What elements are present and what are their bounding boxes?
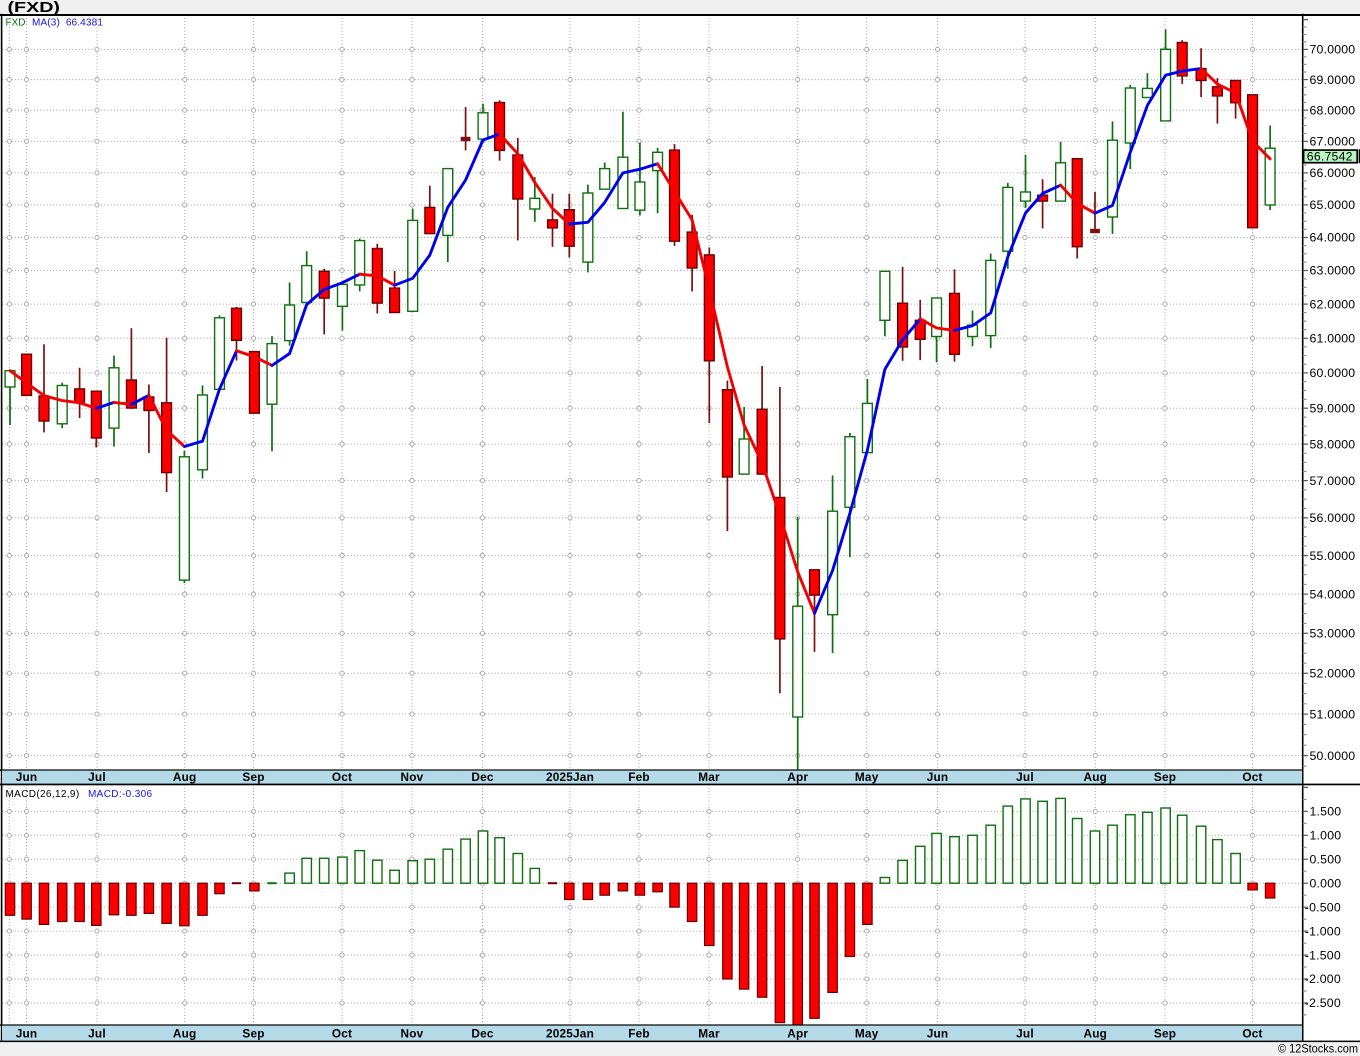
svg-text:-2.000: -2.000 (1305, 972, 1341, 986)
svg-text:52.0000: 52.0000 (1310, 667, 1356, 681)
svg-text:2025Jan: 2025Jan (546, 1027, 594, 1041)
svg-text:59.0000: 59.0000 (1310, 401, 1356, 415)
svg-text:Jul: Jul (88, 1027, 106, 1041)
svg-text:0.500: 0.500 (1310, 853, 1342, 867)
svg-text:58.0000: 58.0000 (1310, 437, 1356, 451)
svg-text:MACD(26,12,9): MACD(26,12,9) (6, 789, 80, 800)
svg-text:Jul: Jul (1016, 1027, 1034, 1041)
svg-text:62.0000: 62.0000 (1310, 297, 1356, 311)
svg-text:Aug: Aug (1084, 1027, 1108, 1041)
svg-text:57.0000: 57.0000 (1310, 474, 1356, 488)
svg-text:Oct: Oct (332, 770, 352, 784)
svg-text:66.7542: 66.7542 (1307, 150, 1353, 164)
svg-text:Mar: Mar (698, 770, 720, 784)
svg-text:Jul: Jul (88, 770, 106, 784)
svg-text:Aug: Aug (173, 770, 197, 784)
svg-text:Jul: Jul (1016, 770, 1034, 784)
svg-text:63.0000: 63.0000 (1310, 264, 1356, 278)
svg-text:60.0000: 60.0000 (1310, 366, 1356, 380)
svg-text:FXD: FXD (6, 18, 26, 29)
svg-text:61.0000: 61.0000 (1310, 332, 1356, 346)
svg-text:Sep: Sep (1154, 1027, 1176, 1041)
svg-text:70.0000: 70.0000 (1310, 43, 1356, 57)
svg-text:66.0000: 66.0000 (1310, 166, 1356, 180)
svg-text:May: May (855, 770, 879, 784)
svg-text:Dec: Dec (471, 770, 493, 784)
svg-text:Dec: Dec (471, 1027, 493, 1041)
svg-text:Jun: Jun (16, 770, 38, 784)
svg-text:(FXD): (FXD) (8, 0, 61, 16)
svg-text:© 12Stocks.com: © 12Stocks.com (1278, 1041, 1358, 1055)
svg-text:Oct: Oct (332, 1027, 352, 1041)
svg-text:Sep: Sep (1154, 770, 1176, 784)
svg-text:53.0000: 53.0000 (1310, 627, 1356, 641)
svg-text:Aug: Aug (173, 1027, 197, 1041)
svg-text:Jun: Jun (927, 770, 949, 784)
svg-text:67.0000: 67.0000 (1310, 135, 1356, 149)
svg-text:68.0000: 68.0000 (1310, 103, 1356, 117)
svg-text:69.0000: 69.0000 (1310, 73, 1356, 87)
svg-text:0.000: 0.000 (1310, 876, 1342, 890)
svg-text:Nov: Nov (401, 770, 424, 784)
svg-text:56.0000: 56.0000 (1310, 511, 1356, 525)
svg-text:Apr: Apr (787, 770, 808, 784)
svg-text:Feb: Feb (628, 770, 650, 784)
svg-text:Aug: Aug (1084, 770, 1108, 784)
svg-text:64.0000: 64.0000 (1310, 231, 1356, 245)
svg-text:55.0000: 55.0000 (1310, 549, 1356, 563)
svg-text:Apr: Apr (787, 1027, 808, 1041)
svg-text:MACD:-0.306: MACD:-0.306 (88, 789, 153, 800)
svg-text:Sep: Sep (242, 770, 264, 784)
svg-text:-1.500: -1.500 (1305, 948, 1341, 962)
svg-text:-0.500: -0.500 (1305, 900, 1341, 914)
svg-text:Sep: Sep (242, 1027, 264, 1041)
svg-text:Oct: Oct (1242, 770, 1262, 784)
svg-text:Jun: Jun (16, 1027, 38, 1041)
svg-text:Mar: Mar (698, 1027, 720, 1041)
svg-text:-1.000: -1.000 (1305, 924, 1341, 938)
svg-text:50.0000: 50.0000 (1310, 749, 1356, 763)
svg-text:54.0000: 54.0000 (1310, 587, 1356, 601)
svg-text:Feb: Feb (628, 1027, 650, 1041)
svg-text:65.0000: 65.0000 (1310, 198, 1356, 212)
svg-text:Jun: Jun (927, 1027, 949, 1041)
svg-text:Nov: Nov (401, 1027, 424, 1041)
svg-text:2025Jan: 2025Jan (546, 770, 594, 784)
svg-text:1.500: 1.500 (1310, 805, 1342, 819)
svg-text:May: May (855, 1027, 879, 1041)
svg-text:Oct: Oct (1242, 1027, 1262, 1041)
svg-text:51.0000: 51.0000 (1310, 707, 1356, 721)
svg-text:-2.500: -2.500 (1305, 996, 1341, 1010)
svg-text:MA(3) 66.4381: MA(3) 66.4381 (32, 18, 103, 29)
svg-text:1.000: 1.000 (1310, 829, 1342, 843)
